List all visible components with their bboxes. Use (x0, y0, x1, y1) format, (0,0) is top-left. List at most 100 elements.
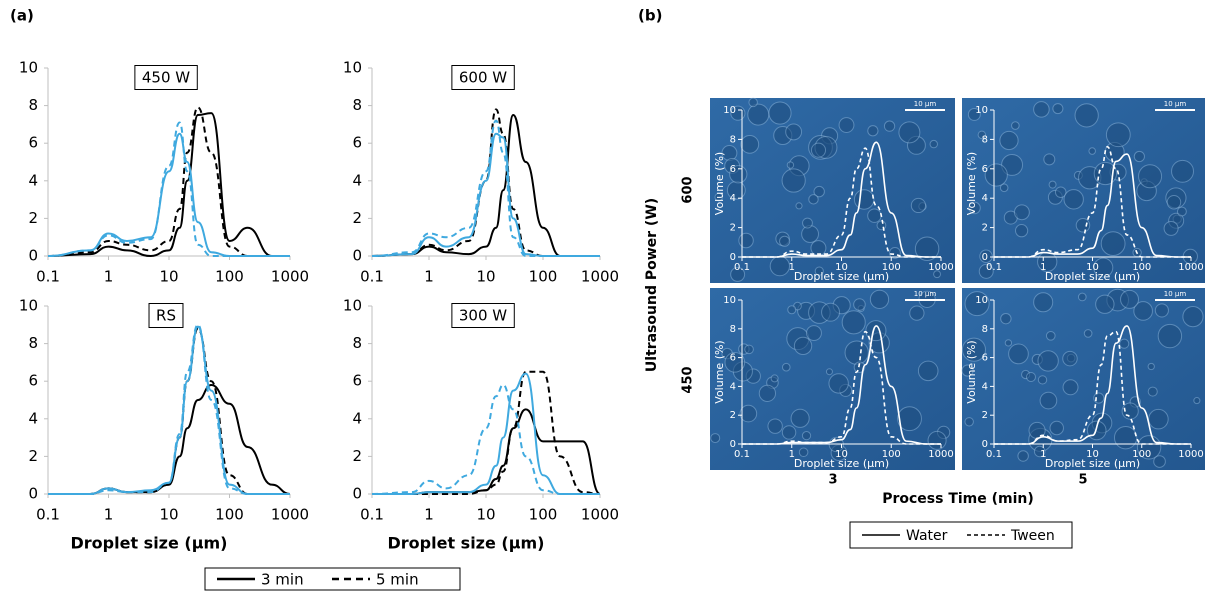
droplet (1171, 159, 1195, 183)
y-tick-label: 10 (19, 59, 38, 77)
x-axis-title: Droplet size (µm) (794, 270, 889, 283)
droplet (1001, 153, 1024, 176)
x-tick-label: 0.1 (360, 506, 384, 524)
y-tick-label: 8 (352, 96, 362, 114)
data-line (48, 323, 290, 495)
droplet (1120, 289, 1140, 309)
data-line (993, 145, 1191, 258)
x-tick-label: 0.1 (36, 268, 60, 286)
y-tick-label: 6 (28, 372, 38, 390)
y-tick-label: 4 (352, 171, 362, 189)
y-tick-label: 6 (982, 353, 988, 364)
droplet (961, 337, 987, 362)
x-tick-label: 100 (529, 506, 558, 524)
x-tick-label: 100 (882, 449, 901, 460)
droplet (1037, 375, 1048, 385)
droplet (1000, 312, 1012, 325)
x-axis-title: Droplet size (µm) (388, 534, 545, 553)
droplet (1113, 426, 1138, 450)
droplet (1048, 180, 1057, 189)
y-axis-title: Volume (%) (965, 152, 978, 215)
droplet (1133, 301, 1153, 321)
droplet (785, 123, 803, 141)
panel-label: (b) (638, 7, 662, 25)
y-tick-label: 0 (982, 439, 988, 450)
droplet (853, 298, 866, 311)
droplet (1039, 391, 1058, 410)
droplet (910, 197, 927, 214)
y-tick-label: 2 (28, 209, 38, 227)
x-tick-label: 100 (1132, 449, 1151, 460)
droplet (1083, 329, 1093, 338)
droplet (801, 431, 812, 441)
droplet (814, 266, 824, 276)
droplet (1176, 206, 1187, 217)
droplet (825, 368, 833, 376)
droplet (1054, 186, 1067, 198)
legend-label: 3 min (261, 571, 304, 589)
droplet (1011, 121, 1020, 130)
x-tick-label: 0.1 (734, 449, 750, 460)
x-tick-label: 1 (1040, 262, 1046, 273)
droplet (999, 130, 1019, 151)
x-tick-label: 1000 (928, 449, 953, 460)
x-tick-label: 10 (835, 449, 848, 460)
droplet (1062, 350, 1078, 367)
scale-bar-label: 10 µm (914, 100, 937, 108)
droplet (730, 266, 746, 282)
droplet (1088, 147, 1096, 155)
x-tick-label: 1000 (271, 506, 309, 524)
y-axis-title: Volume (%) (713, 340, 726, 403)
droplet (1147, 386, 1158, 397)
droplet (740, 134, 760, 154)
droplet (1033, 101, 1050, 118)
data-line (371, 383, 600, 495)
droplet (978, 263, 994, 279)
y-tick-label: 2 (352, 447, 362, 465)
x-tick-label: 1000 (928, 262, 953, 273)
y-tick-label: 6 (730, 164, 736, 175)
data-line (47, 112, 290, 258)
y-tick-label: 4 (982, 381, 988, 392)
x-tick-label: 1000 (581, 268, 619, 286)
droplet (914, 236, 940, 261)
droplet (933, 270, 942, 279)
droplet (1063, 189, 1084, 210)
y-tick-label: 0 (352, 247, 362, 265)
droplet (1093, 257, 1114, 278)
droplet (1008, 343, 1029, 365)
y-axis-title: Ultrasound Power (W) (644, 198, 660, 372)
y-tick-label: 2 (28, 447, 38, 465)
droplet (1033, 292, 1054, 313)
data-line (371, 108, 600, 257)
x-tick-label: 100 (215, 506, 244, 524)
droplet (739, 404, 758, 423)
x-tick-label: 0.1 (36, 506, 60, 524)
x-tick-label: 1 (104, 268, 114, 286)
droplet (1100, 231, 1126, 257)
droplet (767, 418, 783, 434)
droplet (1133, 150, 1145, 163)
x-tick-label: 1000 (271, 268, 309, 286)
droplet (828, 373, 849, 394)
droplet (1062, 379, 1079, 396)
droplet (897, 406, 922, 432)
droplet (1093, 161, 1118, 186)
droplet (1043, 153, 1056, 166)
chart-title: RS (156, 307, 176, 325)
x-tick-label: 10 (1086, 262, 1099, 273)
y-tick-label: 10 (723, 295, 736, 306)
title-box (451, 65, 515, 90)
x-tick-label: 1 (789, 449, 795, 460)
y-tick-label: 10 (343, 59, 362, 77)
droplet (1166, 194, 1182, 210)
x-tick-label: 0.1 (734, 262, 750, 273)
droplet (1163, 220, 1179, 236)
x-tick-label: 1 (424, 268, 434, 286)
chart-title: 600 W (459, 69, 507, 87)
droplet (1045, 330, 1056, 341)
droplet (1121, 402, 1139, 420)
y-tick-label: 0 (982, 252, 988, 263)
data-line (371, 132, 600, 257)
y-tick-label: 0 (352, 485, 362, 503)
